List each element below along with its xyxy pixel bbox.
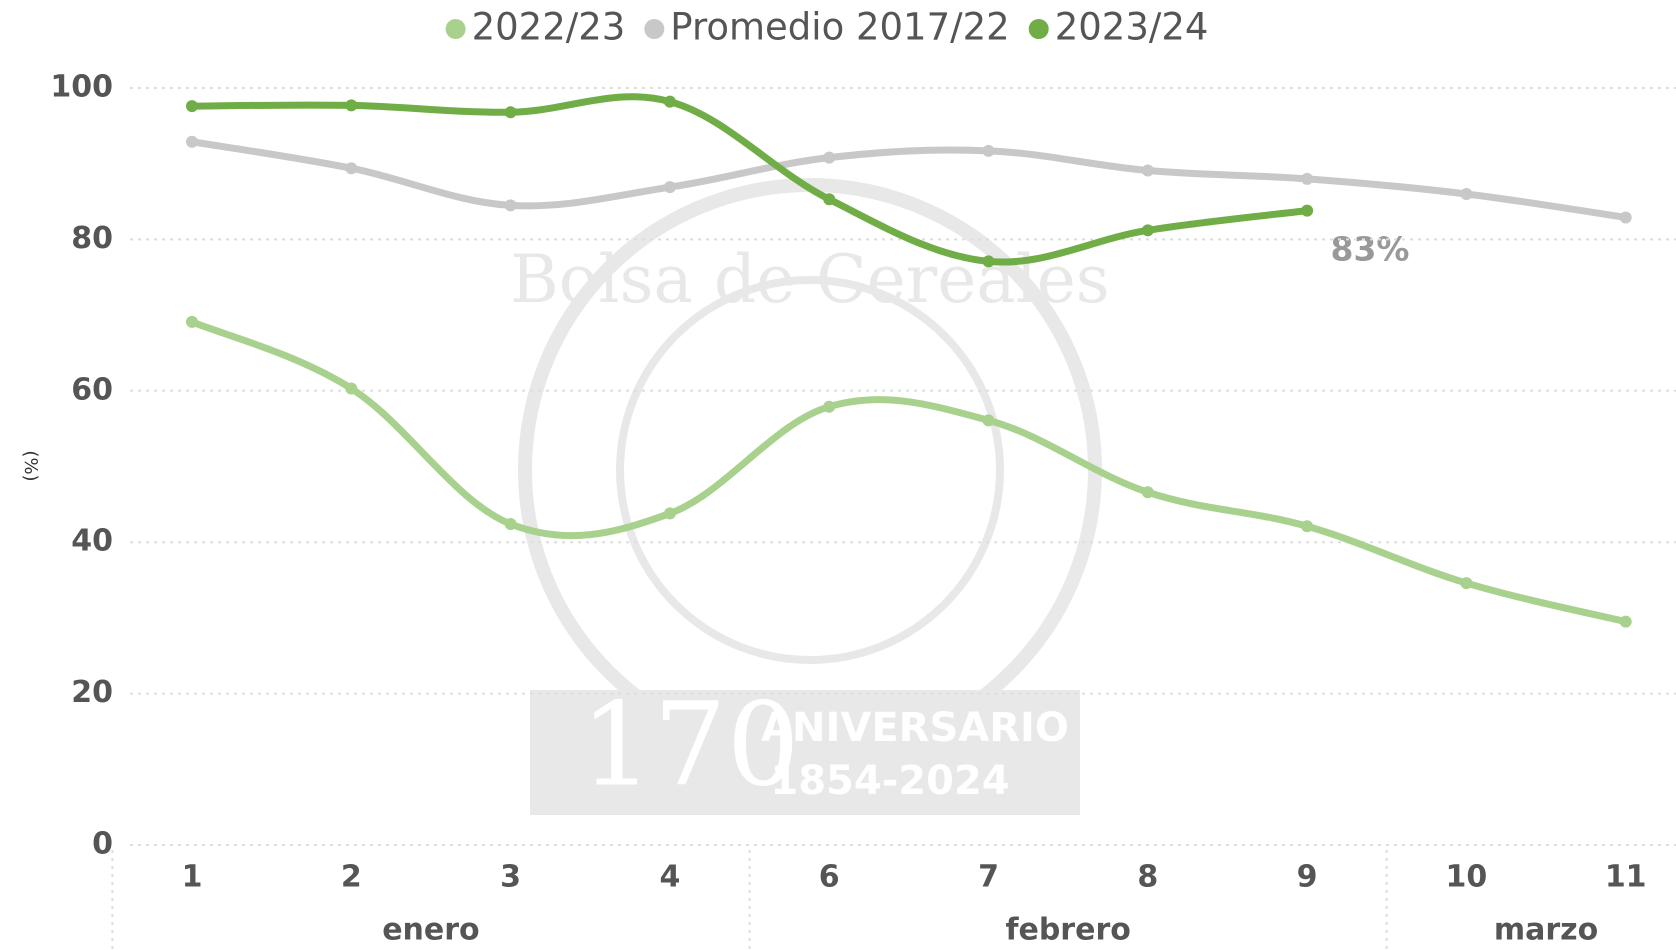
data-point: [663, 95, 676, 108]
data-point: [663, 181, 676, 194]
x-tick-label: 4: [659, 860, 680, 895]
series-line: [188, 138, 1630, 221]
x-tick-label: 3: [500, 860, 521, 895]
data-point: [982, 144, 995, 157]
data-point: [1141, 486, 1154, 499]
data-point: [186, 135, 198, 148]
data-point: [186, 315, 198, 328]
data-point: [1619, 211, 1632, 224]
watermark: Bolsa de Cereales 170 ANIVERSARIO 1854-2…: [510, 178, 1110, 815]
data-point: [1301, 172, 1314, 185]
data-point: [823, 193, 836, 206]
y-tick-label: 100: [50, 70, 113, 105]
watermark-banner: [530, 690, 1080, 815]
data-point: [823, 400, 836, 413]
data-point: [663, 507, 676, 520]
y-tick-label: 40: [71, 524, 113, 559]
data-point: [982, 414, 995, 427]
y-tick-label: 20: [71, 675, 113, 710]
data-point: [982, 255, 995, 268]
x-tick-label: 7: [978, 860, 999, 895]
data-point: [345, 162, 358, 175]
data-point: [186, 100, 198, 113]
watermark-ring: [616, 276, 1004, 664]
data-point: [345, 99, 358, 112]
data-point: [1141, 224, 1154, 237]
y-axis-label: (%): [20, 450, 41, 481]
legend-marker: [445, 19, 466, 39]
series-line: [188, 93, 1311, 266]
x-tick-label: 6: [819, 860, 840, 895]
watermark-title: Bolsa de Cereales: [510, 241, 1109, 318]
data-point: [345, 382, 358, 395]
y-tick-label: 0: [92, 827, 113, 862]
x-tick-label: 1: [182, 860, 203, 895]
x-tick-label: 8: [1137, 860, 1158, 895]
legend-marker: [1028, 19, 1049, 39]
group-label: febrero: [1005, 913, 1130, 948]
data-point: [1460, 577, 1473, 590]
data-point: [1619, 615, 1632, 628]
data-point: [504, 518, 517, 531]
series-line: [188, 318, 1630, 626]
legend: 2022/23 Promedio 2017/22 2023/24: [445, 6, 1209, 49]
data-point: [1141, 164, 1154, 177]
data-point: [504, 106, 517, 119]
x-tick-label: 10: [1446, 860, 1488, 895]
group-label: marzo: [1494, 913, 1598, 948]
legend-label: 2022/23: [472, 6, 626, 49]
x-tick-label: 11: [1605, 860, 1647, 895]
data-point: [823, 151, 836, 164]
watermark-number: 170: [580, 679, 800, 813]
annotation: 83%: [1331, 230, 1410, 269]
watermark-line: 1854-2024: [770, 758, 1009, 804]
y-tick-label: 60: [71, 372, 113, 407]
data-point: [504, 199, 517, 212]
watermark-line: ANIVERSARIO: [761, 705, 1069, 751]
x-tick-label: 9: [1297, 860, 1318, 895]
legend-label: Promedio 2017/22: [670, 6, 1009, 49]
legend-marker: [644, 19, 665, 39]
x-tick-label: 2: [341, 860, 362, 895]
data-point: [1460, 187, 1473, 200]
group-label: enero: [382, 913, 479, 948]
legend-label: 2023/24: [1055, 6, 1209, 49]
data-point: [1301, 520, 1314, 533]
y-tick-label: 80: [71, 221, 113, 256]
data-point: [1301, 204, 1314, 217]
